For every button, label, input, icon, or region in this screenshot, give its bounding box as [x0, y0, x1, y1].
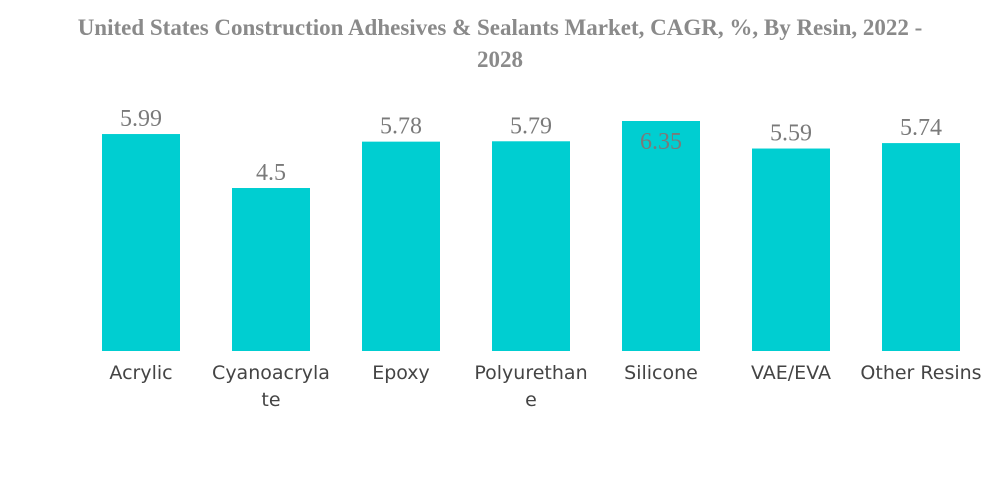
value-label-acrylic: 5.99	[120, 106, 162, 132]
category-label-other-resins: Other Resins	[860, 362, 981, 384]
bar-polyurethane	[492, 141, 570, 351]
bar-cyanoacrylate	[232, 188, 310, 351]
value-label-other-resins: 5.74	[900, 115, 942, 141]
category-label-cyanoacrylate: Cyanoacryla te	[212, 362, 330, 411]
value-label-vae-eva: 5.59	[770, 121, 812, 147]
category-label-epoxy: Epoxy	[372, 362, 430, 384]
category-label-vae-eva: VAE/EVA	[751, 362, 831, 384]
bar-silicone	[622, 121, 700, 351]
value-label-cyanoacrylate: 4.5	[256, 160, 286, 186]
bar-epoxy	[362, 141, 440, 351]
bar-other-resins	[882, 143, 960, 351]
value-label-epoxy: 5.78	[380, 114, 422, 140]
category-label-acrylic: Acrylic	[109, 362, 172, 384]
value-label-silicone: 6.35	[640, 129, 682, 155]
value-label-polyurethane: 5.79	[510, 113, 552, 139]
bar-acrylic	[102, 134, 180, 351]
chart-title: United States Construction Adhesives & S…	[77, 15, 923, 72]
category-label-silicone: Silicone	[624, 362, 698, 384]
category-label-polyurethane: Polyurethan e	[474, 362, 587, 411]
bar-vae-eva	[752, 148, 830, 351]
